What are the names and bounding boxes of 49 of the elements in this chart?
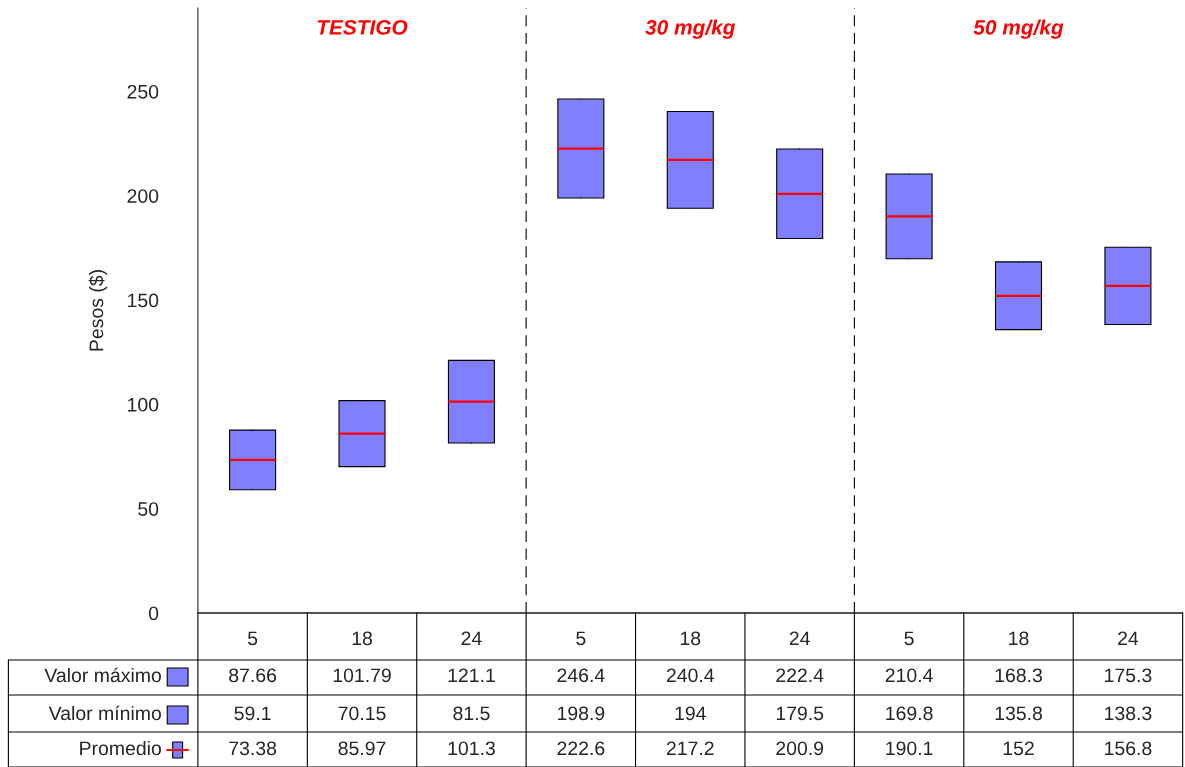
text: 73.38 (229, 741, 277, 756)
text: 85.97 (338, 741, 386, 756)
y-tick-label: 50 (138, 502, 159, 516)
text: 210.4 (885, 668, 933, 683)
text: 194 (675, 706, 706, 721)
x-tick-label: 24 (789, 631, 810, 646)
x-tick-label: 5 (247, 631, 258, 646)
text: 200.9 (776, 741, 824, 756)
text: 138.3 (1105, 706, 1152, 721)
text: 152 (1003, 741, 1034, 756)
x-tick-label: 5 (576, 631, 586, 646)
text: 135.8 (995, 706, 1042, 721)
x-tick-label: 18 (680, 631, 701, 646)
text: 81.5 (453, 706, 490, 721)
annotation: TESTIGO (317, 19, 408, 35)
y-tick-label: 0 (148, 606, 159, 621)
text: 222.4 (776, 668, 824, 683)
text: 101.3 (448, 741, 495, 756)
annotation: 30 mg/kg (645, 19, 736, 39)
annotation: 50 mg/kg (973, 19, 1064, 39)
text: 240.4 (666, 668, 715, 683)
text: 70.15 (338, 706, 386, 721)
text: 190.1 (886, 741, 933, 756)
legend-label: Valor máximo (44, 667, 161, 683)
y-axis-title: Pesos ($) (88, 270, 108, 351)
text: 217.2 (666, 741, 714, 756)
y-tick-label: 200 (127, 189, 159, 203)
legend-label: Valor mínimo (48, 705, 161, 721)
text: 222.6 (557, 741, 605, 756)
text: 179.5 (776, 706, 824, 721)
x-tick-label: 5 (904, 631, 914, 646)
text: 169.8 (886, 706, 933, 721)
text: 121.1 (448, 668, 495, 683)
x-tick-label: 24 (1118, 631, 1139, 646)
y-tick-label: 100 (128, 397, 159, 412)
text: 156.8 (1105, 741, 1152, 756)
legend-label: Promedio (80, 740, 161, 756)
text: 101.79 (333, 668, 391, 683)
x-tick-label: 18 (352, 631, 372, 646)
x-tick-label: 24 (461, 631, 482, 646)
y-tick-label: 150 (128, 293, 159, 308)
text: 198.9 (558, 706, 605, 721)
y-tick-label: 250 (127, 84, 159, 99)
text: 87.66 (229, 668, 277, 683)
x-tick-label: 18 (1009, 631, 1029, 646)
text: 246.4 (557, 668, 605, 683)
text: 175.3 (1105, 668, 1152, 683)
text: 59.1 (234, 706, 271, 721)
text: 168.3 (995, 668, 1042, 683)
